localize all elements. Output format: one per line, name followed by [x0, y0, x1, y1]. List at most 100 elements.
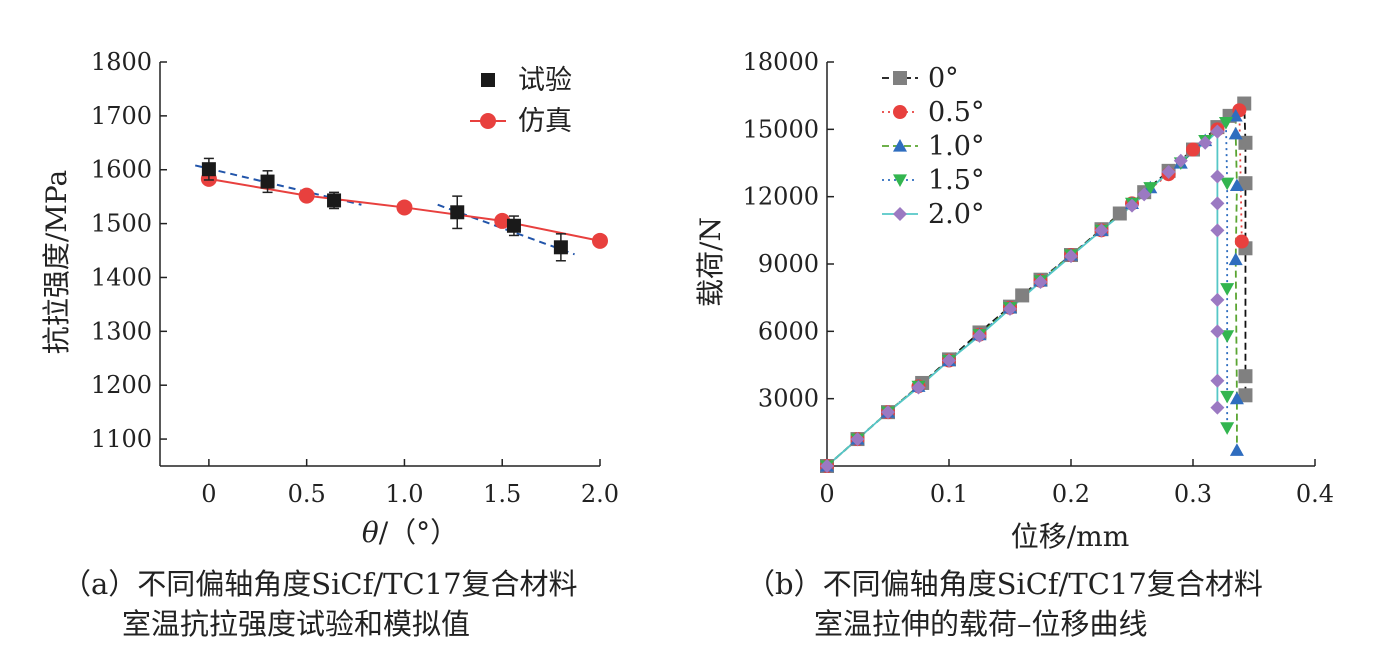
chart-b-point [1064, 249, 1078, 264]
chart-a-sim-point [592, 232, 608, 249]
chart-b-point [1238, 369, 1253, 384]
chart-b-legend-marker [893, 174, 907, 187]
chart-a-y-tick-label: 1500 [91, 210, 152, 238]
chart-b-point [1094, 223, 1109, 238]
chart-b-point [1220, 390, 1235, 404]
chart-b-point [1220, 177, 1235, 191]
chart-a-x-tick-label: 1.5 [483, 480, 521, 508]
chart-b-point [1234, 234, 1249, 249]
chart-b-x-axis-label: 位移/mm [1011, 520, 1130, 553]
caption-a-line-1: （a）不同偏轴角度SiCf/TC17复合材料 [62, 567, 578, 601]
chart-a-trend-line [194, 164, 362, 206]
chart-a-exp-point [260, 174, 275, 189]
chart-a-legend-label: 试验 [518, 65, 572, 96]
chart-b-point [1218, 117, 1233, 130]
chart-a-sim-point [396, 199, 413, 216]
chart-b-point [1210, 124, 1225, 139]
chart-b-point [1210, 400, 1225, 415]
chart-b-point [1228, 252, 1243, 266]
caption-b-line-1: （b）不同偏轴角度SiCf/TC17复合材料 [746, 567, 1263, 601]
chart-b-point [1033, 274, 1048, 289]
chart-b-point [1161, 164, 1176, 179]
chart-b-y-tick-label: 3000 [758, 385, 819, 413]
chart-b-point [1229, 178, 1244, 192]
chart-b-point [881, 405, 895, 420]
chart-a-legend-label: 仿真 [518, 106, 572, 137]
caption-b-line-2: 室温拉伸的载荷–位移曲线 [814, 607, 1148, 641]
chart-b-legend-label: 1.5° [928, 165, 984, 196]
chart-a-legend-marker [481, 73, 495, 87]
chart-b-point [850, 432, 865, 447]
chart-a-y-tick-label: 1400 [91, 263, 152, 291]
chart-b-legend-label: 1.0° [928, 131, 984, 162]
caption-a-line-2: 室温抗拉强度试验和模拟值 [122, 607, 471, 641]
chart-a-exp-point [506, 218, 521, 233]
chart-b-point [1210, 196, 1225, 211]
chart-b-legend-label: 0° [928, 63, 959, 94]
chart-b-point [1238, 388, 1253, 403]
chart-a-ticks: 1100 1200 1300 1400 1500 1600 1700 1800 0 0.5 1.0 1… [91, 48, 619, 508]
chart-b-point [972, 328, 987, 343]
chart-b-point [1186, 142, 1200, 157]
chart-b: 3000 6000 9000 12000 15000 18000 0 0.1 0.2 0.3 0.4… [694, 48, 1334, 553]
chart-a-y-tick-label: 1200 [91, 371, 152, 399]
chart-a-y-tick-label: 1700 [91, 102, 152, 130]
chart-a-legend-marker [480, 113, 496, 129]
chart-a-y-tick-label: 1300 [91, 317, 152, 345]
chart-b-legend-marker [893, 71, 907, 85]
chart-b-y-tick-label: 6000 [758, 317, 819, 345]
chart-a-exp-point [327, 193, 342, 208]
chart-a-y-tick-label: 1800 [91, 48, 152, 76]
chart-a-y-tick-label: 1600 [91, 156, 152, 184]
chart-a-x-tick-label: 0.5 [288, 480, 326, 508]
chart-b-point [1220, 330, 1235, 343]
chart-b-legend-label: 0.5° [928, 97, 984, 128]
chart-a-x-tick-label: 2.0 [581, 480, 619, 508]
chart-b-legend-marker [893, 105, 907, 119]
chart-b-x-tick-label: 0.3 [1174, 480, 1212, 508]
chart-b-point [1210, 223, 1225, 238]
chart-b-point [1220, 283, 1235, 296]
chart-b-point [1229, 443, 1244, 456]
chart-a-y-axis-label: 抗拉强度/MPa [40, 170, 73, 354]
chart-a-x-axis-label: θ/（°） [362, 516, 458, 549]
chart-a-marks [194, 157, 608, 262]
chart-b-x-tick-label: 0.2 [1052, 480, 1090, 508]
chart-b-point [1210, 292, 1225, 307]
chart-b-point [1015, 288, 1030, 303]
chart-b-y-axis-label: 载荷/N [694, 217, 727, 307]
chart-a-sim-point [494, 212, 511, 229]
chart-b-ticks: 3000 6000 9000 12000 15000 18000 0 0.1 0.2 0.3 0.4 [743, 48, 1334, 508]
chart-b-point [1210, 324, 1225, 339]
chart-b-point [1125, 198, 1139, 213]
chart-b-y-tick-label: 12000 [743, 183, 819, 211]
chart-a-x-tick-label: 1.0 [385, 480, 423, 508]
chart-b-point [1143, 182, 1158, 195]
chart-a-exp-point [450, 205, 465, 220]
chart-a-axes [159, 62, 600, 467]
chart-b-point [911, 380, 926, 395]
chart-b-point [1112, 206, 1127, 221]
chart-b-point [1198, 135, 1213, 150]
chart-b-legend-label: 2.0° [928, 199, 984, 230]
chart-b-legend: 0°0.5°1.0°1.5°2.0° [882, 63, 984, 230]
chart-b-x-tick-label: 0.4 [1296, 480, 1334, 508]
chart-b-point [1137, 187, 1152, 202]
chart-a-exp-point [553, 240, 568, 255]
caption-a: （a）不同偏轴角度SiCf/TC17复合材料 室温抗拉强度试验和模拟值 [62, 564, 578, 644]
chart-b-marks [820, 96, 1253, 473]
chart-b-point [1210, 169, 1225, 184]
chart-b-point [1229, 391, 1244, 405]
chart-a-y-tick-label: 1100 [91, 425, 152, 453]
caption-b: （b）不同偏轴角度SiCf/TC17复合材料 室温拉伸的载荷–位移曲线 [746, 564, 1263, 644]
chart-b-point [1173, 153, 1188, 168]
chart-b-point [1228, 126, 1243, 140]
chart-b-x-tick-label: 0 [819, 480, 834, 508]
chart-b-point [942, 353, 956, 368]
chart-a: 1100 1200 1300 1400 1500 1600 1700 1800 0 0.5 1.0 1… [40, 48, 619, 549]
chart-b-legend-marker [893, 139, 907, 152]
chart-a-x-tick-label: 0 [201, 480, 216, 508]
chart-b-x-tick-label: 0.1 [930, 480, 968, 508]
